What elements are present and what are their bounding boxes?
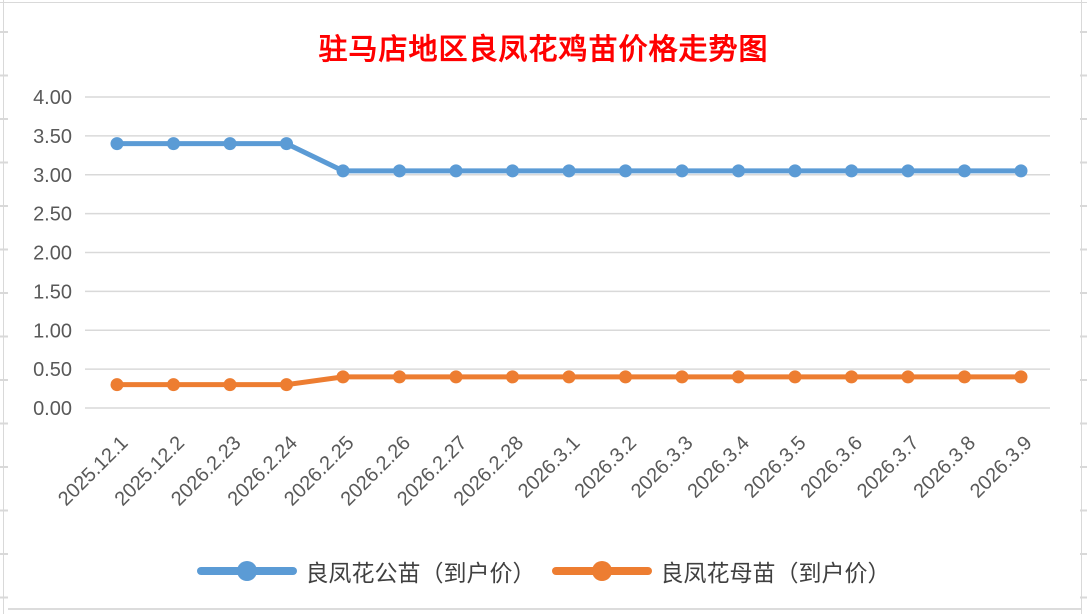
y-axis-tick-label: 0.50	[33, 359, 72, 381]
y-axis-tick-label: 4.00	[33, 87, 72, 109]
data-point-marker	[958, 164, 971, 178]
data-point-marker	[788, 164, 802, 178]
sheet-row-lines-left	[0, 0, 8, 614]
data-point-marker	[449, 164, 463, 178]
y-axis-tick-label: 1.00	[33, 320, 72, 342]
sheet-column-line-left	[3, 0, 4, 614]
sheet-row-lines-right	[1080, 0, 1087, 614]
y-axis-tick-label: 2.00	[33, 243, 72, 265]
data-point-marker	[788, 370, 802, 384]
data-point-marker	[110, 137, 124, 151]
chart-title: 驻马店地区良凤花鸡苗价格走势图	[318, 34, 769, 66]
legend-label: 良凤花母苗（到户价）	[660, 561, 891, 586]
legend-item: 良凤花公苗（到户价）	[196, 554, 536, 588]
y-axis-tick-label: 3.50	[33, 126, 72, 148]
data-point-marker	[958, 370, 971, 384]
data-point-marker	[167, 137, 180, 151]
data-point-marker	[1014, 164, 1028, 178]
data-point-marker	[619, 164, 632, 178]
y-axis-tick-label: 2.50	[33, 204, 72, 226]
data-point-marker	[449, 370, 463, 384]
data-point-marker	[336, 370, 350, 384]
x-axis-tick-label: 2026.3.9	[966, 432, 1037, 503]
y-axis-tick-label: 1.50	[33, 281, 72, 303]
data-point-marker	[110, 378, 124, 392]
data-point-marker	[619, 370, 632, 384]
x-axis-tick-label: 2026.3.8	[909, 432, 980, 503]
data-point-marker	[732, 370, 745, 384]
sheet-column-line-right	[1081, 0, 1082, 614]
legend-item: 良凤花母苗（到户价）	[551, 554, 891, 588]
data-point-marker	[845, 164, 858, 178]
y-axis-tick-label: 3.00	[33, 165, 72, 187]
data-point-marker	[675, 370, 689, 384]
chart-bottom-border	[8, 608, 1081, 610]
y-axis-tick-label: 0.00	[33, 398, 72, 420]
legend-label: 良凤花公苗（到户价）	[305, 561, 536, 586]
x-axis-tick-label: 2026.3.3	[627, 432, 698, 503]
data-point-marker	[1014, 370, 1028, 384]
data-point-marker	[562, 164, 576, 178]
data-point-marker	[506, 370, 519, 384]
sheet-row-line-top	[0, 2, 1087, 3]
chart-legend: 良凤花公苗（到户价） 良凤花母苗（到户价）	[0, 551, 1087, 591]
data-point-marker	[336, 164, 350, 178]
data-point-marker	[732, 164, 745, 178]
legend-line-marker-icon	[196, 561, 297, 581]
data-point-marker	[901, 370, 915, 384]
plot-area: 0.000.501.001.502.002.503.003.504.002025…	[33, 87, 1050, 510]
data-point-marker	[280, 137, 293, 151]
x-axis-tick-label: 2026.3.7	[853, 432, 924, 503]
data-point-marker	[280, 378, 293, 392]
data-point-marker	[393, 370, 406, 384]
data-point-marker	[223, 137, 237, 151]
x-axis-tick-label: 2026.3.5	[740, 432, 811, 503]
data-point-marker	[393, 164, 406, 178]
legend-line-marker-icon	[551, 561, 652, 581]
data-point-marker	[562, 370, 576, 384]
data-point-marker	[845, 370, 858, 384]
x-axis-tick-label: 2026.3.2	[570, 432, 641, 503]
data-point-marker	[167, 378, 180, 392]
data-point-marker	[901, 164, 915, 178]
x-axis-tick-label: 2026.3.4	[683, 432, 754, 503]
x-axis-tick-label: 2026.3.6	[796, 432, 867, 503]
data-point-marker	[223, 378, 237, 392]
data-point-marker	[506, 164, 519, 178]
data-point-marker	[675, 164, 689, 178]
x-axis-tick-label: 2026.3.1	[514, 432, 585, 503]
